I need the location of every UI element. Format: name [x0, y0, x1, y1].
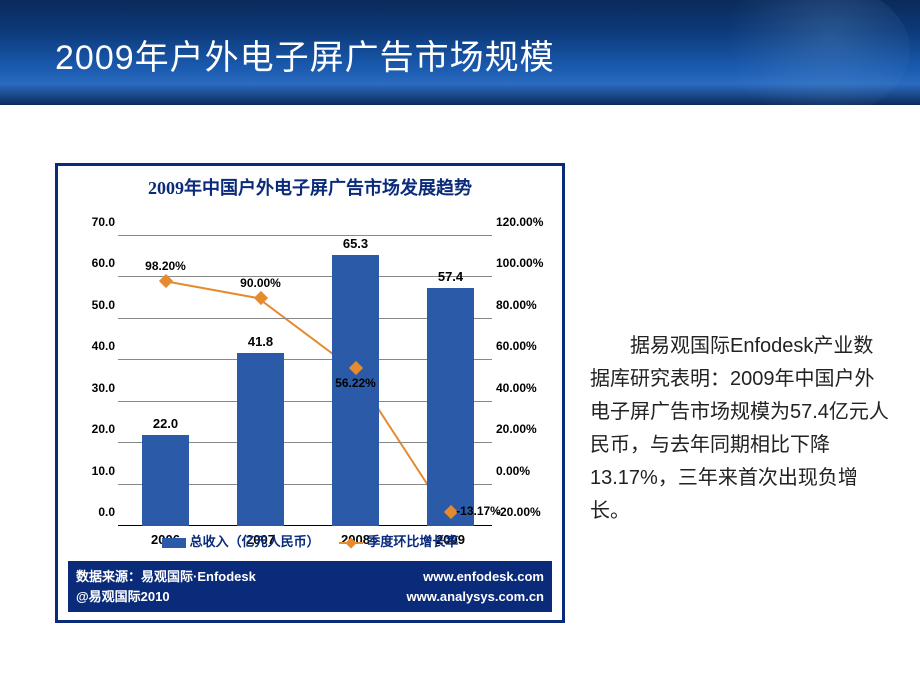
- chart-container: 2009年中国户外电子屏广告市场发展趋势 0.0 10.0 20.0 30.0 40.0…: [55, 163, 565, 623]
- y-right-tick: 0.00%: [496, 464, 556, 478]
- legend-swatch-bar: [162, 538, 186, 548]
- y-left-tick: 20.0: [70, 422, 115, 436]
- y-left-tick: 0.0: [70, 505, 115, 519]
- y-right-tick: -20.00%: [496, 505, 556, 519]
- y-left-tick: 50.0: [70, 298, 115, 312]
- y-axis-right: -20.00% 0.00% 20.00% 40.00% 60.00% 80.00% 100.…: [496, 236, 556, 526]
- legend-label-bars: 总收入（亿元人民币）: [190, 534, 320, 549]
- y-right-tick: 40.00%: [496, 381, 556, 395]
- legend-item-bars: 总收入（亿元人民币）: [162, 531, 320, 550]
- y-left-tick: 40.0: [70, 339, 115, 353]
- line-series: [165, 281, 446, 512]
- line-value-label: 56.22%: [335, 376, 376, 390]
- bar-value-label: 65.3: [326, 236, 386, 251]
- footer-url1: www.enfodesk.com: [423, 567, 544, 587]
- bar: [142, 435, 190, 526]
- chart-footer: 数据来源：易观国际·Enfodesk www.enfodesk.com @易观国…: [68, 561, 552, 612]
- slide-title: 2009年户外电子屏广告市场规模: [0, 0, 920, 79]
- slide: 2009年户外电子屏广告市场规模 2009年中国户外电子屏广告市场发展趋势 0.…: [0, 0, 920, 690]
- y-left-tick: 60.0: [70, 256, 115, 270]
- chart-title: 2009年中国户外电子屏广告市场发展趋势: [58, 166, 562, 200]
- footer-row-1: 数据来源：易观国际·Enfodesk www.enfodesk.com: [76, 567, 544, 587]
- y-left-tick: 70.0: [70, 215, 115, 229]
- line-value-label: -13.17%: [456, 504, 501, 518]
- chart-legend: 总收入（亿元人民币） 季度环比增长率: [58, 531, 562, 550]
- bar-value-label: 57.4: [421, 269, 481, 284]
- footer-source: 数据来源：易观国际·Enfodesk: [76, 567, 256, 587]
- body-paragraph: 据易观国际Enfodesk产业数据库研究表明：2009年中国户外电子屏广告市场规…: [590, 330, 890, 528]
- y-left-tick: 30.0: [70, 381, 115, 395]
- footer-copyright: @易观国际2010: [76, 587, 170, 607]
- legend-swatch-line: [339, 542, 363, 544]
- line-value-label: 90.00%: [240, 276, 281, 290]
- bar: [332, 255, 380, 526]
- y-axis-left: 0.010.020.030.040.050.060.070.0: [70, 236, 115, 526]
- body-text-content: 据易观国际Enfodesk产业数据库研究表明：2009年中国户外电子屏广告市场规…: [590, 335, 889, 522]
- y-right-tick: 20.00%: [496, 422, 556, 436]
- legend-item-line: 季度环比增长率: [339, 531, 458, 550]
- gridline: [118, 235, 492, 236]
- y-right-tick: 80.00%: [496, 298, 556, 312]
- bar: [427, 288, 475, 526]
- footer-url2: www.analysys.com.cn: [406, 587, 544, 607]
- y-right-tick: 120.00%: [496, 215, 556, 229]
- plot-area: 22.0200641.8200765.3200857.4200998.20%90…: [118, 236, 492, 526]
- y-right-tick: 100.00%: [496, 256, 556, 270]
- y-left-tick: 10.0: [70, 464, 115, 478]
- footer-row-2: @易观国际2010 www.analysys.com.cn: [76, 587, 544, 607]
- y-right-tick: 60.00%: [496, 339, 556, 353]
- bar-value-label: 22.0: [136, 416, 196, 431]
- header-banner: 2009年户外电子屏广告市场规模: [0, 0, 920, 105]
- legend-label-line: 季度环比增长率: [367, 534, 458, 549]
- content-area: 2009年中国户外电子屏广告市场发展趋势 0.0 10.0 20.0 30.0 40.0…: [0, 105, 920, 690]
- line-value-label: 98.20%: [145, 259, 186, 273]
- bar-value-label: 41.8: [231, 334, 291, 349]
- bar: [237, 353, 285, 526]
